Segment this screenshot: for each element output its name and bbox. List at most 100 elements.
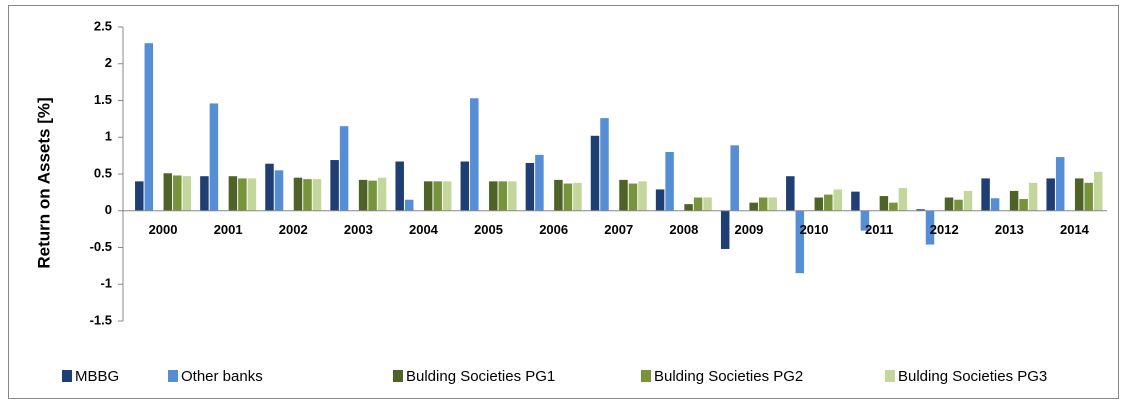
bar [786, 176, 795, 211]
bar [981, 178, 990, 211]
bar [898, 187, 908, 211]
bar [638, 181, 647, 211]
bar [1093, 171, 1103, 211]
bar [1074, 178, 1084, 211]
bar [851, 191, 860, 211]
bar [163, 173, 173, 211]
bar [535, 154, 544, 211]
bar [814, 197, 824, 211]
bar [749, 202, 758, 211]
bar [720, 210, 730, 249]
bar [944, 197, 954, 211]
bar [990, 198, 1000, 211]
y-tick-label: 0.5 [94, 165, 112, 180]
bar [489, 181, 498, 211]
bar [573, 182, 582, 211]
y-tick-label: -1.5 [90, 312, 112, 327]
x-tick-label: 2005 [474, 222, 503, 237]
bar [693, 197, 703, 211]
legend-swatch [393, 370, 403, 382]
bar [238, 178, 247, 211]
bar [628, 183, 638, 211]
x-tick-label: 2011 [865, 222, 893, 237]
bar [879, 196, 889, 211]
bar [200, 176, 209, 211]
legend-label: Other banks [181, 368, 263, 385]
bar [619, 179, 628, 211]
y-tick-label: -1 [100, 276, 112, 291]
bar [293, 177, 303, 211]
bar [963, 190, 973, 211]
bar [404, 199, 414, 211]
bar [460, 161, 470, 211]
bar [795, 210, 805, 274]
bar [303, 179, 312, 211]
legend-label: Bulding Societies PG2 [654, 368, 803, 385]
bar [433, 181, 442, 211]
bar [1084, 182, 1093, 211]
bar [758, 197, 768, 211]
y-tick-label: 0 [105, 202, 112, 217]
bar [442, 181, 452, 211]
y-tick-label: -0.5 [90, 239, 112, 254]
bar [600, 118, 609, 211]
bar [330, 160, 339, 211]
x-tick-label: 2003 [344, 222, 373, 237]
bar [144, 43, 154, 211]
x-tick-label: 2000 [149, 222, 178, 237]
x-tick-label: 2010 [800, 222, 829, 237]
bar [1055, 157, 1065, 211]
bar [247, 178, 257, 211]
bar [824, 194, 833, 211]
bar [684, 204, 693, 211]
bar [395, 161, 404, 211]
x-tick-label: 2001 [214, 222, 243, 237]
y-tick-label: 1.5 [94, 92, 112, 107]
x-tick-label: 2002 [279, 222, 308, 237]
x-tick-label: 2009 [734, 222, 763, 237]
bar [339, 126, 349, 211]
bar [1009, 190, 1019, 211]
bar [228, 176, 238, 211]
chart-border [8, 5, 1119, 399]
y-tick-label: 2 [105, 55, 112, 70]
bar [368, 180, 377, 211]
x-tick-label: 2006 [539, 222, 568, 237]
y-tick-label: 1 [105, 129, 112, 144]
y-axis-label: Return on Assets [%] [34, 97, 53, 268]
bar [358, 179, 368, 211]
legend-label: MBBG [75, 368, 119, 385]
bar [377, 177, 387, 211]
bar [1046, 178, 1055, 211]
legend-swatch [641, 370, 651, 382]
bar [860, 210, 870, 231]
bar [655, 189, 665, 211]
legend-swatch [168, 370, 178, 382]
bar [925, 210, 935, 245]
legend-label: Bulding Societies PG3 [898, 368, 1047, 385]
legend-swatch [62, 370, 72, 382]
bar [1019, 198, 1028, 211]
bar [833, 189, 843, 211]
x-tick-label: 2012 [930, 222, 959, 237]
bar [173, 175, 182, 211]
bar [135, 181, 144, 211]
bar [768, 197, 777, 211]
bar [265, 163, 274, 211]
x-tick-label: 2008 [669, 222, 698, 237]
bar [508, 181, 517, 211]
bar [1028, 182, 1038, 211]
bar [590, 135, 600, 211]
bar [525, 162, 535, 211]
bar [563, 183, 573, 211]
bar [954, 199, 963, 211]
bar [554, 179, 563, 211]
bar [470, 98, 479, 211]
bar [665, 151, 674, 211]
legend-label: Bulding Societies PG1 [406, 368, 555, 385]
bar [889, 202, 898, 211]
legend-swatch [885, 370, 895, 382]
bar [916, 209, 925, 211]
x-tick-label: 2007 [604, 222, 633, 237]
